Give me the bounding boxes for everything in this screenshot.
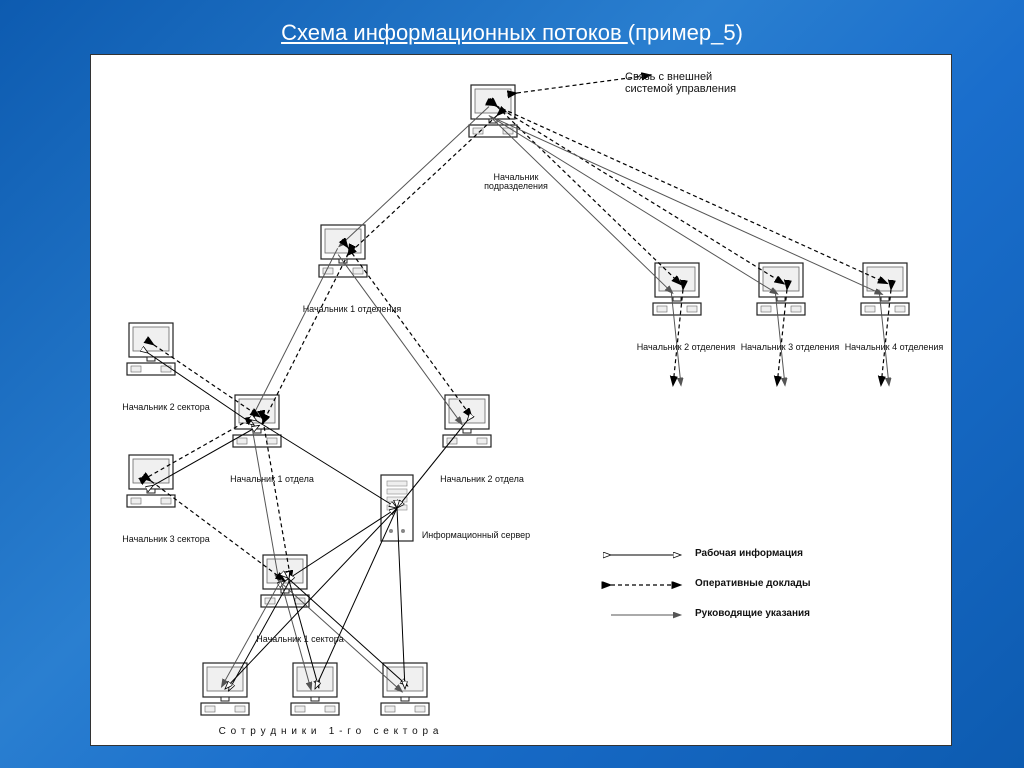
title-underlined: Схема информационных потоков xyxy=(281,20,628,45)
node-label: Начальник 2 отдела xyxy=(427,475,537,484)
slide-title: Схема информационных потоков (пример_5) xyxy=(0,20,1024,46)
diagram-svg xyxy=(91,55,951,745)
node-label: Начальник 3 сектора xyxy=(111,535,221,544)
employees-label: С о т р у д н и к и 1 - г о с е к т о р … xyxy=(199,727,459,738)
title-plain: (пример_5) xyxy=(628,20,743,45)
node-label: Начальник 1 отделения xyxy=(297,305,407,314)
node-label: Начальник 4 отделения xyxy=(839,343,949,352)
legend-label: Руководящие указания xyxy=(695,608,810,619)
node-label: Начальник 1 сектора xyxy=(245,635,355,644)
node-label: Начальник подразделения xyxy=(461,173,571,192)
legend-label: Рабочая информация xyxy=(695,548,803,559)
slide: Схема информационных потоков (пример_5) … xyxy=(0,0,1024,768)
node-label: Начальник 2 сектора xyxy=(111,403,221,412)
node-label: Информационный сервер xyxy=(421,531,531,540)
node-label: Начальник 3 отделения xyxy=(735,343,845,352)
diagram-canvas: Начальник подразделения Начальник 1 отдел… xyxy=(90,54,952,746)
legend-label: Оперативные доклады xyxy=(695,578,811,589)
external-system-label: Связь с внешней системой управления xyxy=(625,71,736,95)
node-label: Начальник 2 отделения xyxy=(631,343,741,352)
node-label: Начальник 1 отдела xyxy=(217,475,327,484)
